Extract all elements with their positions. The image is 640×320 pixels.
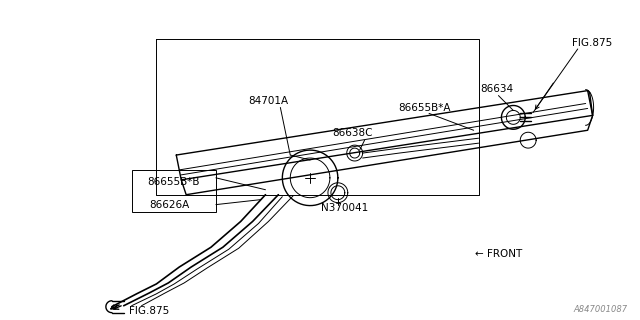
Bar (132, 170, 216, 212)
Text: 86638C: 86638C (332, 128, 373, 138)
Text: N370041: N370041 (321, 203, 369, 212)
Text: 86634: 86634 (480, 84, 513, 94)
Text: ← FRONT: ← FRONT (475, 249, 522, 259)
Text: FIG.875: FIG.875 (129, 306, 170, 316)
Text: FIG.875: FIG.875 (573, 38, 612, 48)
Text: 86626A: 86626A (149, 200, 189, 210)
Text: 86655B*A: 86655B*A (398, 103, 451, 114)
Text: 86655B*B: 86655B*B (147, 177, 200, 187)
Text: 84701A: 84701A (248, 96, 289, 106)
Text: A847001087: A847001087 (573, 305, 627, 314)
